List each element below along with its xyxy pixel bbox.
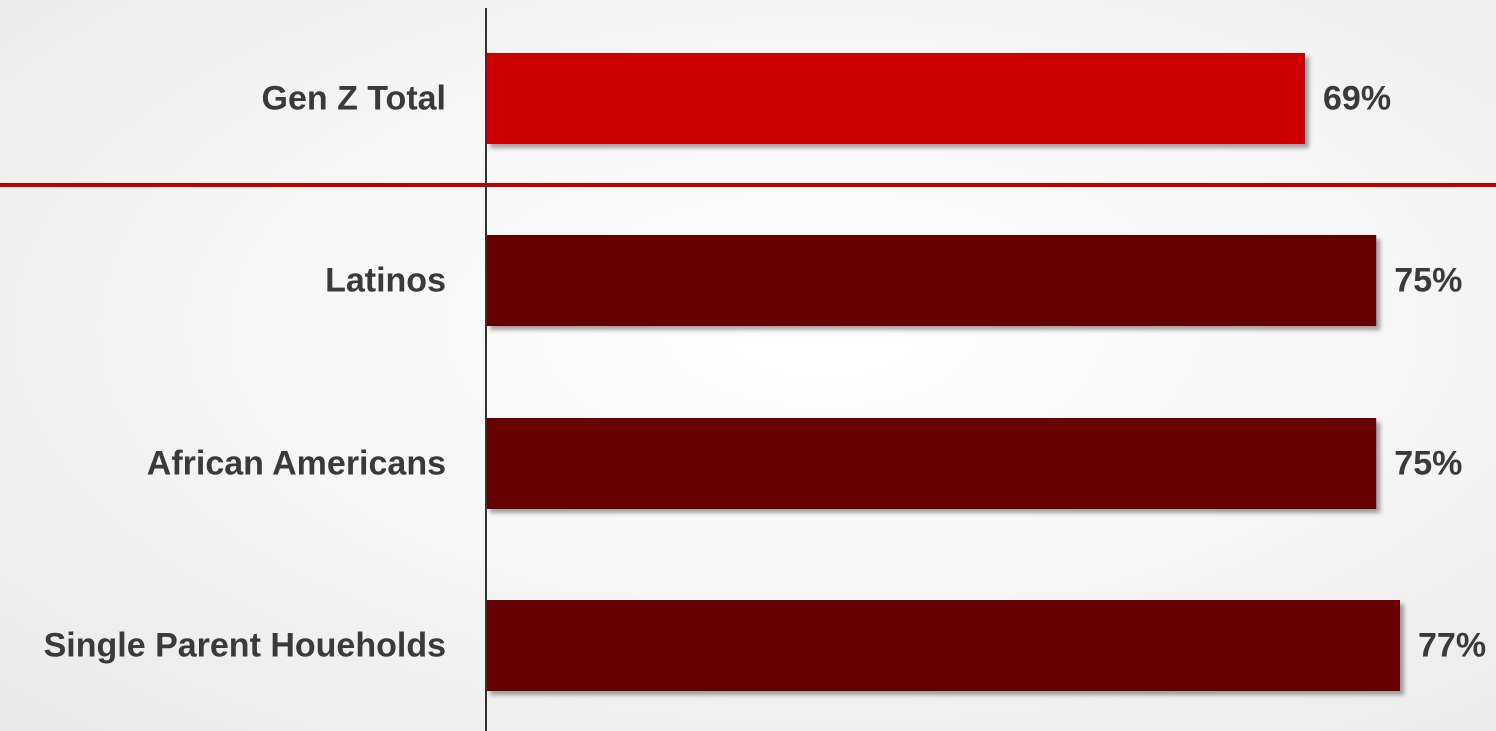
bar-latinos — [486, 235, 1377, 326]
value-label: 69% — [1323, 80, 1391, 118]
value-label: 75% — [1394, 262, 1462, 300]
category-label: Gen Z Total — [262, 80, 446, 118]
value-label: 75% — [1394, 445, 1462, 483]
labels-group: Gen Z Total 69% Latinos 75% African American… — [44, 80, 1486, 665]
bar-gen-z-total — [486, 53, 1305, 144]
bar-single-parent-houeholds — [486, 600, 1400, 691]
bar-african-americans — [486, 418, 1377, 509]
category-label: African Americans — [147, 445, 446, 483]
category-label: Latinos — [325, 262, 446, 300]
category-label: Single Parent Houeholds — [44, 627, 446, 665]
bars-group — [486, 53, 1400, 691]
value-label: 77% — [1418, 627, 1486, 665]
